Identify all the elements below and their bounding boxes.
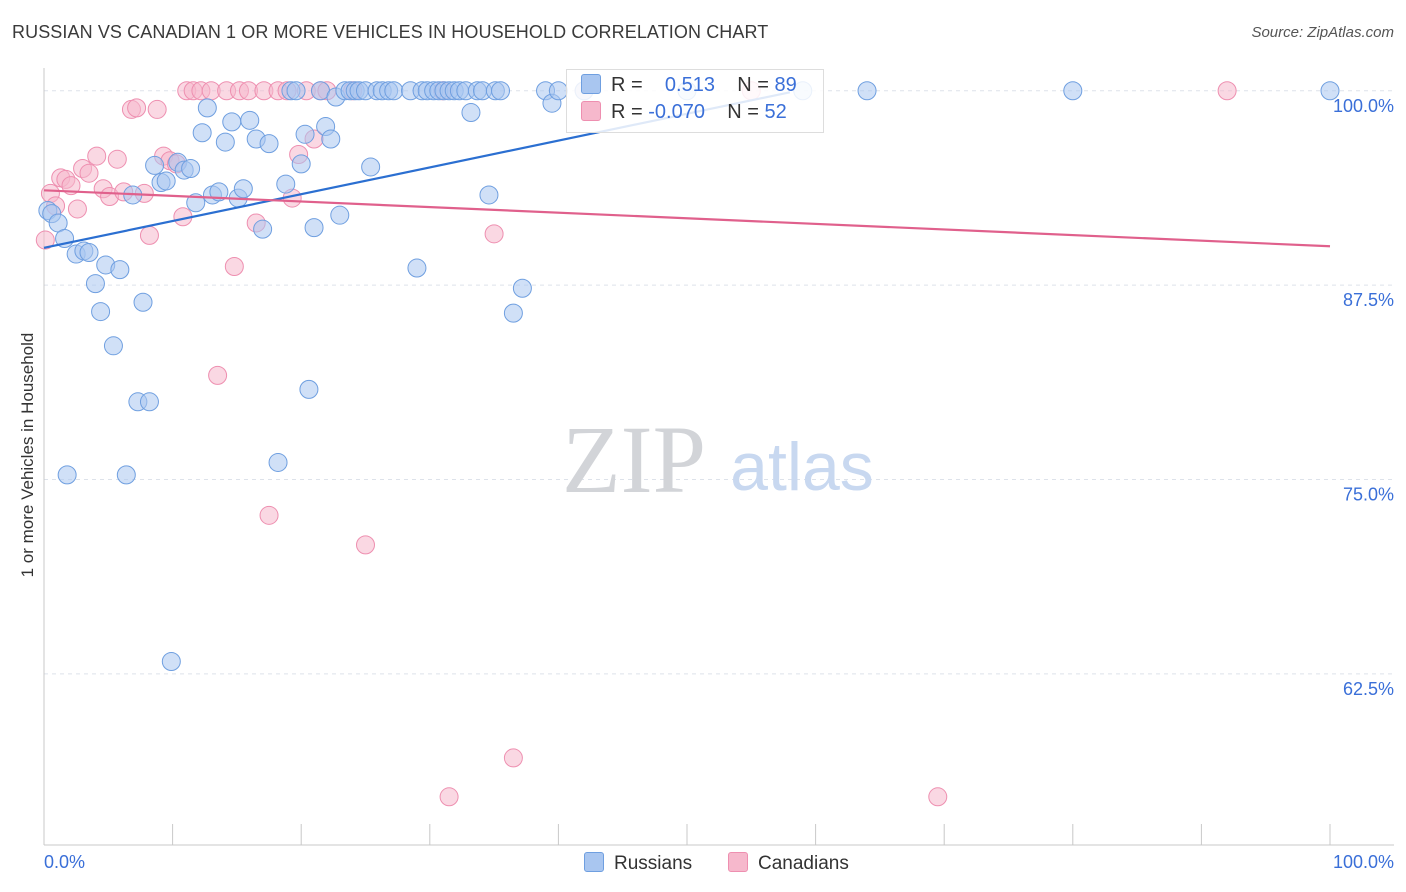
- russians-point: [479, 185, 499, 205]
- bottom-legend: Russians Canadians: [0, 852, 1406, 878]
- russians-r-label: R =: [611, 74, 643, 96]
- bottom-canadians-label: Canadians: [758, 853, 849, 874]
- russians-point: [103, 336, 123, 356]
- russians-point: [192, 123, 212, 143]
- russians-point: [156, 171, 176, 191]
- x-tick-min: 0.0%: [44, 852, 86, 872]
- russians-point: [321, 129, 341, 149]
- bottom-russians-label: Russians: [614, 853, 693, 874]
- canadians-point: [1217, 81, 1237, 101]
- russians-point: [240, 110, 260, 130]
- legend: R = 0.513 N = 89 R = -0.070 N = 52: [566, 69, 824, 133]
- canadians-point: [224, 256, 244, 276]
- watermark-zip: ZIP: [562, 406, 706, 513]
- canadians-point: [67, 199, 87, 219]
- bottom-russians-swatch: [584, 852, 604, 872]
- chart-title: RUSSIAN VS CANADIAN 1 OR MORE VEHICLES I…: [12, 22, 769, 42]
- canadians-point: [61, 176, 81, 196]
- russians-n-label: N =: [737, 74, 769, 96]
- russians-point: [91, 302, 111, 322]
- russians-swatch: [581, 74, 601, 94]
- canadians-r-label: R =: [611, 101, 643, 123]
- russians-point: [215, 132, 235, 152]
- russians-point: [461, 103, 481, 123]
- canadians-point: [503, 748, 523, 768]
- russians-point: [85, 274, 105, 294]
- grid-lines: [44, 90, 1394, 675]
- canadians-point: [79, 163, 99, 183]
- canadians-trend-line: [43, 189, 1331, 248]
- canadians-point: [928, 787, 948, 807]
- canadians-point: [484, 224, 504, 244]
- watermark-atlas: atlas: [730, 429, 874, 505]
- canadians-point: [87, 146, 107, 166]
- russians-point: [304, 218, 324, 238]
- russians-point: [253, 219, 273, 239]
- russians-point: [299, 379, 319, 399]
- legend-row-russians: R = 0.513 N = 89: [581, 74, 797, 100]
- canadians-point: [35, 230, 55, 250]
- canadians-r-value: -0.070: [648, 101, 705, 123]
- canadians-point: [259, 505, 279, 525]
- russians-point: [1063, 81, 1083, 101]
- russians-point: [133, 292, 153, 312]
- russians-point: [79, 243, 99, 262]
- y-tick-label-3: 62.5%: [1343, 679, 1394, 699]
- y-tick-label-0: 100.0%: [1333, 96, 1394, 116]
- russians-point: [186, 193, 206, 213]
- russians-point: [512, 278, 532, 298]
- russians-point: [503, 303, 523, 323]
- russians-point: [233, 179, 253, 199]
- russians-point: [161, 651, 181, 671]
- y-tick-label-1: 87.5%: [1343, 290, 1394, 310]
- canadians-point: [439, 787, 459, 807]
- russians-point: [110, 260, 130, 280]
- y-tick-labels: 100.0% 87.5% 75.0% 62.5%: [1333, 96, 1394, 699]
- russians-point: [259, 134, 279, 154]
- bottom-legend-russians: Russians: [584, 852, 692, 875]
- russians-point: [361, 157, 381, 177]
- russians-point: [222, 112, 242, 132]
- russians-point: [139, 392, 159, 412]
- watermark: ZIP atlas: [562, 406, 874, 513]
- russians-r-value: 0.513: [664, 74, 715, 96]
- source-label: Source: ZipAtlas.com: [1251, 24, 1394, 41]
- russians-point: [145, 155, 165, 175]
- russians-point: [286, 81, 306, 101]
- russians-point: [491, 81, 511, 101]
- canadians-point: [139, 225, 159, 245]
- russians-point: [548, 81, 568, 101]
- russians-points: [38, 81, 1340, 671]
- russians-point: [291, 154, 311, 174]
- russians-n-value: 89: [774, 74, 797, 96]
- canadians-point: [208, 365, 228, 385]
- russians-point: [1320, 81, 1340, 101]
- canadians-point: [127, 98, 147, 118]
- russians-point: [330, 205, 350, 225]
- russians-point: [857, 81, 877, 101]
- russians-point: [407, 258, 427, 278]
- russians-point: [57, 465, 77, 485]
- russians-point: [197, 98, 217, 118]
- legend-row-canadians: R = -0.070 N = 52: [581, 101, 787, 127]
- russians-point: [181, 159, 201, 179]
- russians-point: [209, 182, 229, 202]
- canadians-point: [356, 535, 375, 555]
- canadians-point: [107, 149, 127, 169]
- x-tick-max: 100.0%: [1332, 852, 1394, 872]
- y-tick-label-2: 75.0%: [1343, 485, 1394, 505]
- russians-point: [268, 452, 288, 472]
- canadians-swatch: [581, 101, 601, 121]
- russians-point: [116, 465, 136, 485]
- russians-point: [384, 81, 404, 101]
- bottom-canadians-swatch: [728, 852, 748, 872]
- bottom-legend-canadians: Canadians: [728, 852, 849, 875]
- canadians-n-value: 52: [764, 101, 787, 123]
- russians-point: [295, 124, 315, 144]
- canadians-n-label: N =: [727, 101, 759, 123]
- russians-point: [276, 174, 296, 194]
- canadians-point: [147, 99, 167, 119]
